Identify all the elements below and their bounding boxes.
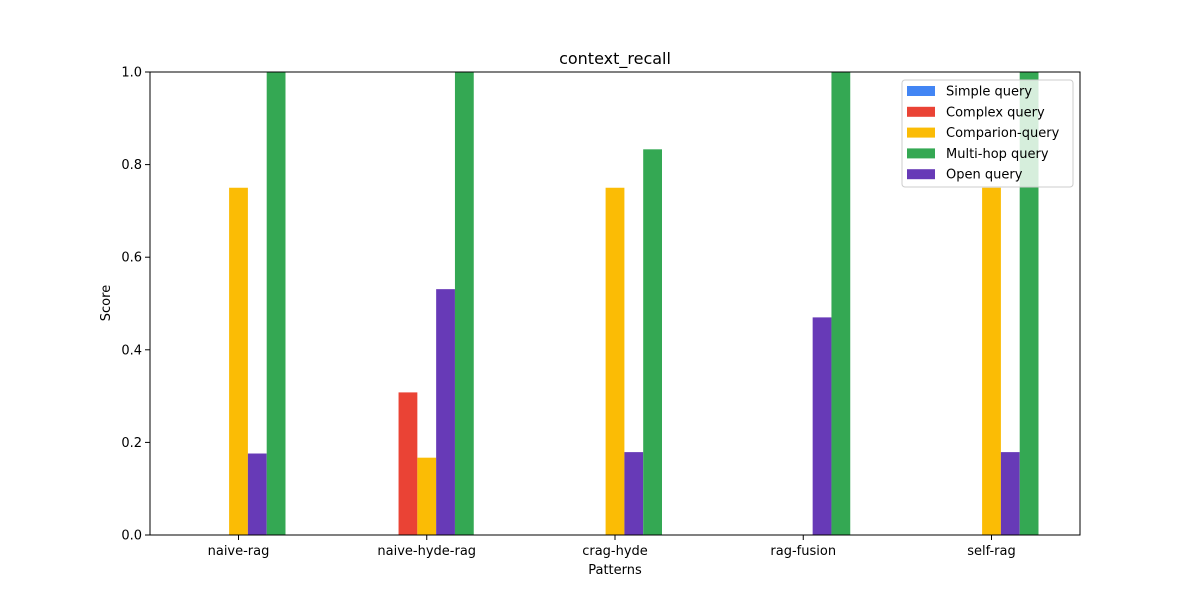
bar-multi-hop-query-naive-hyde-rag [454, 72, 474, 535]
bar-comparion-query-naive-hyde-rag [417, 457, 437, 535]
legend: Simple query Complex query Comparion-query… [901, 79, 1074, 188]
x-tick-label: naive-hyde-rag [377, 544, 476, 559]
x-tick-label: rag-fusion [770, 544, 836, 559]
bar-open-query-rag-fusion [812, 317, 832, 535]
legend-label: Complex query [946, 105, 1045, 120]
legend-swatch [907, 127, 935, 138]
legend-label: Multi-hop query [946, 147, 1049, 162]
y-axis-title: Score [99, 285, 114, 321]
bars-layer [229, 72, 1039, 535]
chart-title: context_recall [559, 49, 671, 69]
y-tick-label: 0.8 [121, 158, 142, 173]
y-tick-label: 0.6 [121, 251, 142, 266]
legend-swatch [907, 169, 935, 180]
y-tick-label: 0.0 [121, 529, 142, 544]
y-tick-label: 1.0 [121, 66, 142, 81]
legend-label: Open query [946, 168, 1023, 183]
bar-multi-hop-query-self-rag [1019, 72, 1039, 535]
x-tick-label: crag-hyde [582, 544, 648, 559]
legend-swatch [907, 106, 935, 117]
bar-open-query-naive-rag [247, 453, 267, 535]
y-tick-label: 0.4 [121, 343, 142, 358]
bar-comparion-query-naive-rag [229, 187, 248, 535]
bar-multi-hop-query-rag-fusion [831, 72, 851, 535]
legend-label: Comparion-query [946, 126, 1060, 141]
x-tick-label: naive-rag [208, 544, 270, 559]
bar-open-query-naive-hyde-rag [436, 289, 455, 535]
bar-comparion-query-self-rag [982, 187, 1001, 535]
bar-comparion-query-crag-hyde [605, 187, 625, 535]
bar-open-query-crag-hyde [624, 452, 644, 535]
legend-swatch [907, 148, 935, 159]
x-axis-title: Patterns [588, 563, 642, 578]
bar-multi-hop-query-crag-hyde [643, 149, 662, 535]
bar-open-query-self-rag [1000, 452, 1020, 535]
legend-swatch [907, 86, 935, 96]
legend-box [901, 79, 1074, 188]
legend-label: Simple query [946, 85, 1032, 100]
y-tick-label: 0.2 [121, 436, 142, 451]
bar-multi-hop-query-naive-rag [266, 72, 286, 535]
axes-layer: 0.0 0.2 0.4 0.6 0.8 1.0 naive-rag naive-hyde-ra… [121, 66, 1081, 559]
x-tick-label: self-rag [967, 544, 1016, 559]
bar-complex-query-naive-hyde-rag [398, 392, 418, 535]
